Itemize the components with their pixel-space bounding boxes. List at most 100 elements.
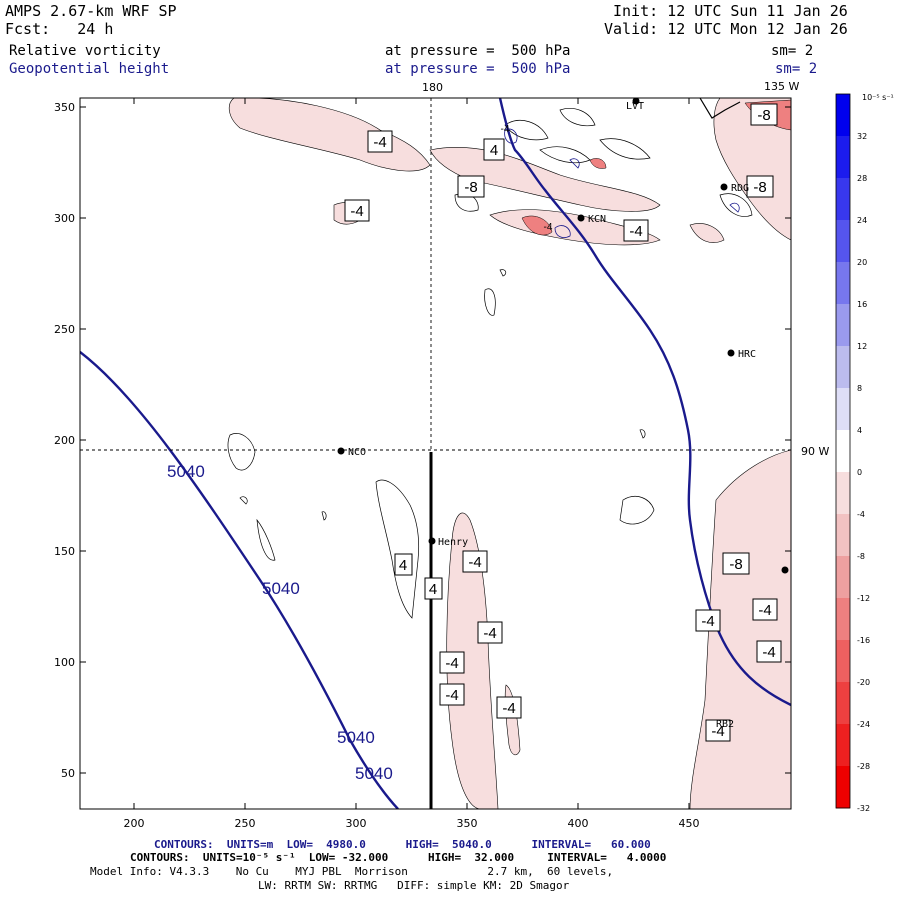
y-tick-label: 100 <box>54 656 75 669</box>
x-axis-ticks <box>133 98 690 809</box>
station-label: KCN <box>588 214 606 225</box>
field1-pressure: at pressure = 500 hPa <box>385 43 571 59</box>
colorbar-label: -32 <box>857 804 870 813</box>
colorbar-label: -4 <box>857 510 865 519</box>
station-label: LVT <box>626 101 644 112</box>
vort-label: -4 <box>445 655 458 672</box>
vort-label: -4 <box>544 222 553 233</box>
x-tick-label: 400 <box>568 817 589 830</box>
vort-label: 4 <box>429 581 437 598</box>
y-tick-label: 250 <box>54 323 75 336</box>
field2-name: Geopotential height <box>9 61 170 77</box>
height-label: 5040 <box>337 728 375 747</box>
model-title: AMPS 2.67-km WRF SP <box>5 2 177 20</box>
vort-label: -8 <box>757 107 770 124</box>
vort-label: -4 <box>350 203 363 220</box>
station-dot-nco <box>337 447 345 455</box>
station-label: NCO <box>348 447 366 458</box>
y-tick-label: 50 <box>61 767 75 780</box>
y-axis-labels: 350 300 250 200 150 100 50 <box>54 101 75 780</box>
station-label: HRC <box>738 349 756 360</box>
colorbar-swatch <box>836 598 850 641</box>
field2-smoothing: sm= 2 <box>775 61 818 77</box>
height-label: 5040 <box>355 764 393 783</box>
grid-labels: 180 135 W 90 W <box>422 80 829 458</box>
height-label: 5040 <box>167 462 205 481</box>
colorbar-label: 32 <box>857 132 867 141</box>
x-tick-label: 350 <box>457 817 478 830</box>
colorbar-swatch <box>836 682 850 725</box>
colorbar-label: -16 <box>857 636 870 645</box>
vort-label: -8 <box>729 556 742 573</box>
colorbar-label: 12 <box>857 342 867 351</box>
vort-label: -4 <box>711 723 724 740</box>
vorticity-labels: -4 -4 4 -8 -4 -8 -8 -8 4 -4 4 -4 -4 -4 -… <box>350 107 775 740</box>
colorbar-label: -24 <box>857 720 870 729</box>
top-meridian-label-180: 180 <box>422 81 443 94</box>
height-labels: 5040 5040 5040 5040 <box>167 462 393 783</box>
colorbar-swatch <box>836 472 850 515</box>
vort-label: -4 <box>501 124 510 135</box>
positive-vorticity-contours <box>227 108 753 619</box>
colorbar-label: 8 <box>857 384 862 393</box>
top-meridian-label-135w: 135 W <box>764 80 799 93</box>
vort-label: -8 <box>464 179 477 196</box>
station-dot-rdg <box>720 183 728 191</box>
colorbar-swatch <box>836 430 850 473</box>
coastline <box>699 98 741 119</box>
colorbar-swatch <box>836 136 850 179</box>
x-axis-labels: 200 250 300 350 400 450 <box>124 817 700 830</box>
vort-label: -8 <box>753 179 766 196</box>
vort-label: -4 <box>468 554 481 571</box>
colorbar-swatch <box>836 766 850 809</box>
vort-label: -4 <box>701 613 714 630</box>
right-meridian-label-90w: 90 W <box>801 445 829 458</box>
colorbar-label: -20 <box>857 678 870 687</box>
forecast-hour: Fcst: 24 h <box>5 20 114 38</box>
station-labels: LVT RDG KCN HRC NCO Henry RB2 <box>348 101 756 730</box>
vort-label: -4 <box>445 687 458 704</box>
colorbar-swatch <box>836 262 850 305</box>
y-tick-label: 350 <box>54 101 75 114</box>
colorbar-swatch <box>836 178 850 221</box>
footer-height-contours: CONTOURS: UNITS=m LOW= 4980.0 HIGH= 5040… <box>154 838 651 851</box>
colorbar-label: 28 <box>857 174 867 183</box>
x-tick-label: 450 <box>679 817 700 830</box>
vort-label: -4 <box>758 602 771 619</box>
footer-vorticity-contours: CONTOURS: UNITS=10⁻⁵ s⁻¹ LOW= -32.000 HI… <box>130 851 667 864</box>
colorbar-label: 16 <box>857 300 867 309</box>
field2-pressure: at pressure = 500 hPa <box>385 61 571 77</box>
station-label: Henry <box>438 537 468 548</box>
colorbar-swatch <box>836 640 850 683</box>
station-label: RB2 <box>716 719 734 730</box>
x-tick-label: 200 <box>124 817 145 830</box>
grid-crosshair <box>80 98 791 809</box>
vort-label: -4 <box>629 223 642 240</box>
positive-vorticity-cores <box>504 128 740 238</box>
footer-physics-info: LW: RRTM SW: RRTMG DIFF: simple KM: 2D S… <box>258 879 570 892</box>
colorbar-label: 0 <box>857 468 862 477</box>
x-tick-label: 250 <box>235 817 256 830</box>
colorbar-label: -28 <box>857 762 870 771</box>
colorbar-unit: 10⁻⁵ s⁻¹ <box>862 93 894 102</box>
colorbar-swatch <box>836 94 850 137</box>
colorbar-swatch <box>836 724 850 767</box>
valid-time: Valid: 12 UTC Mon 12 Jan 26 <box>604 20 848 38</box>
vorticity-label-boxes <box>344 103 782 742</box>
height-label: 5040 <box>262 579 300 598</box>
colorbar-label: 20 <box>857 258 867 267</box>
colorbar-frame <box>835 93 851 809</box>
field1-smoothing: sm= 2 <box>771 43 814 59</box>
colorbar-swatch <box>836 220 850 263</box>
y-tick-label: 300 <box>54 212 75 225</box>
vort-label: -4 <box>373 134 386 151</box>
colorbar-swatch <box>836 304 850 347</box>
colorbar-swatch <box>836 514 850 557</box>
station-dot-lvt <box>632 97 640 105</box>
station-label: RDG <box>731 183 749 194</box>
vort-label: 4 <box>490 142 498 159</box>
colorbar-swatch <box>836 556 850 599</box>
colorbar-swatch <box>836 346 850 389</box>
colorbar-label: -12 <box>857 594 870 603</box>
